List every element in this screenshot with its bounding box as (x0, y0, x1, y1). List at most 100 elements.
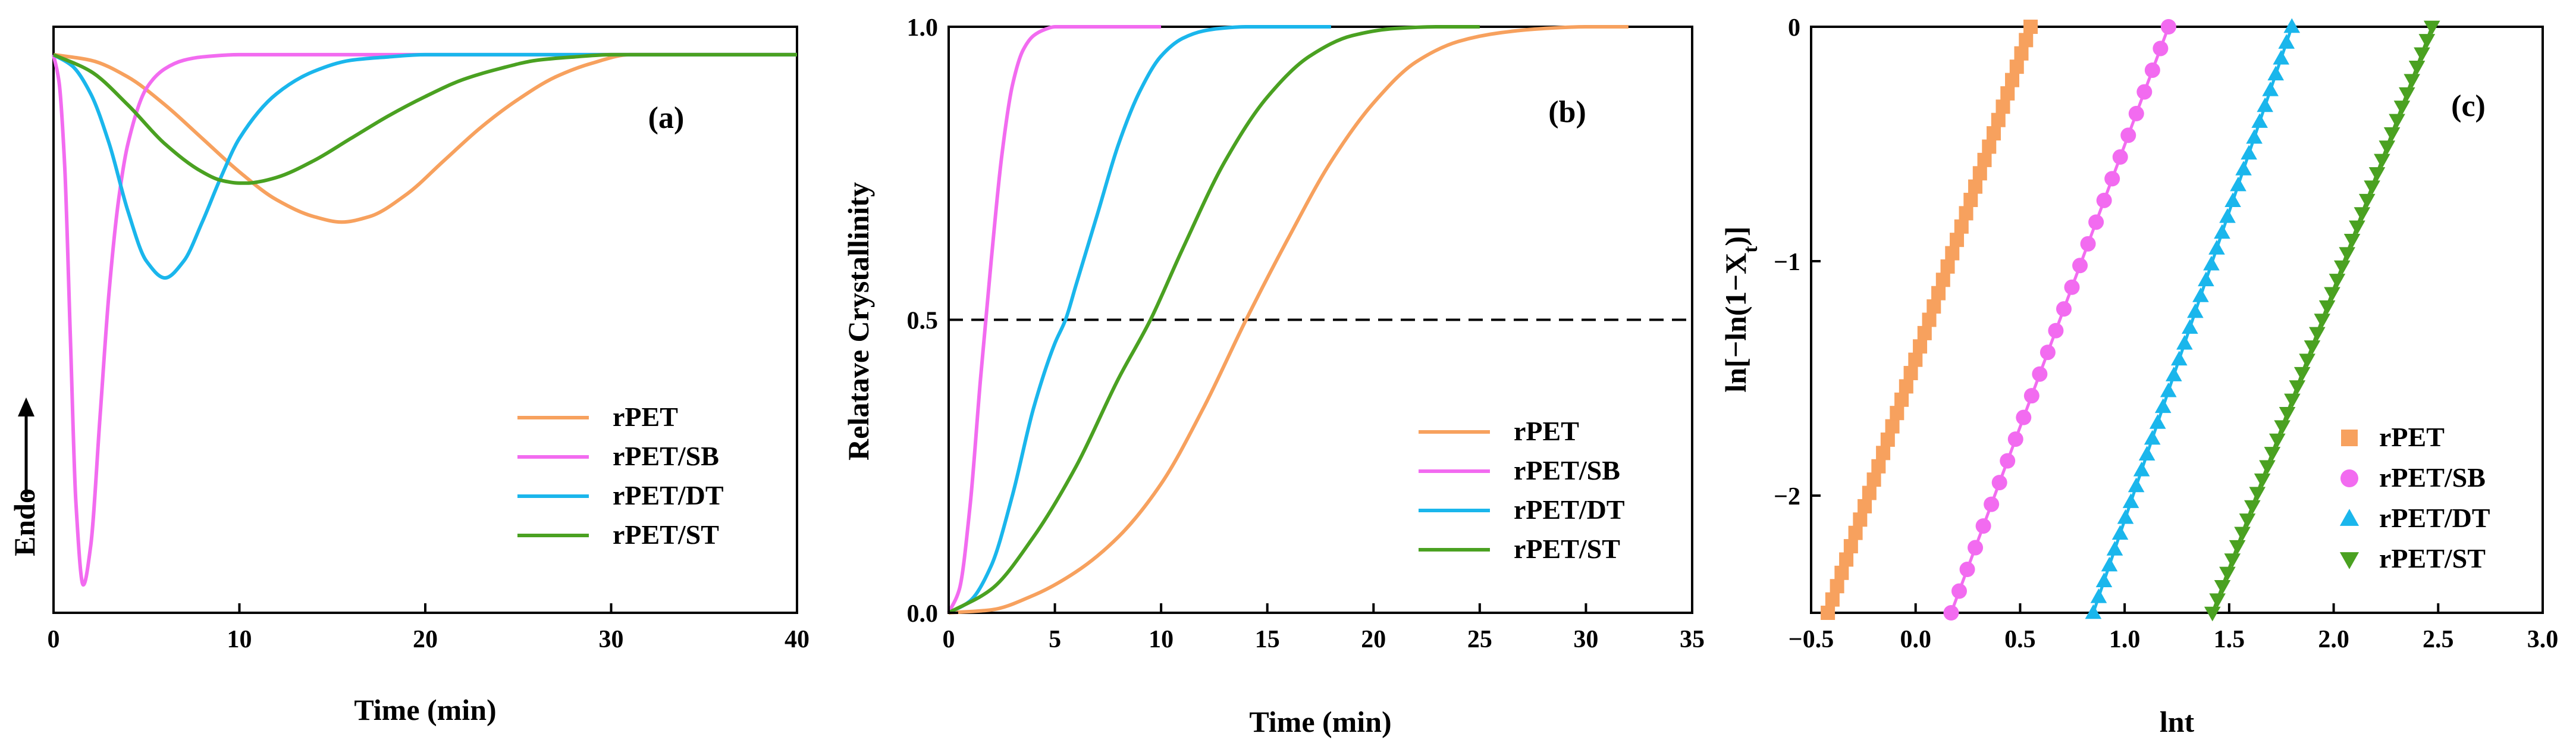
marker-rpet-st (2393, 101, 2411, 115)
marker-rpet (1899, 379, 1913, 394)
x-tick-label: 0.0 (1900, 626, 1931, 653)
marker-rpet-sb (2023, 388, 2040, 404)
marker-rpet (1959, 206, 1973, 221)
panel-c-plot-area (1821, 18, 2440, 622)
marker-rpet (1926, 299, 1941, 314)
marker-rpet (1862, 485, 1877, 500)
marker-rpet-st (2224, 553, 2241, 568)
y-tick-label: 0.0 (907, 600, 939, 628)
marker-rpet-dt (2085, 604, 2102, 619)
panel-c: −0.5 0.0 0.5 1.0 1.5 2.0 2.5 3.0 −2 −1 0 lnt ln[−… (1719, 14, 2558, 738)
marker-rpet-st (2423, 20, 2440, 36)
marker-rpet-st (2314, 314, 2331, 328)
marker-rpet (1922, 312, 1937, 327)
x-tick-label: 30 (599, 626, 624, 653)
marker-rpet-dt (2246, 129, 2263, 144)
x-tick-label: 0 (48, 626, 60, 653)
marker-rpet-dt (2257, 97, 2273, 112)
series-line-rpet (53, 52, 797, 224)
marker-rpet-st (2333, 260, 2351, 275)
marker-rpet (1821, 606, 1835, 620)
legend-label-rpet-st: rPET/ST (2379, 543, 2486, 574)
endo-arrow-icon (18, 397, 34, 416)
legend-marker-rpet (2341, 430, 2358, 446)
marker-rpet (1839, 552, 1854, 567)
marker-rpet (1931, 286, 1946, 300)
marker-rpet (1890, 406, 1904, 421)
marker-rpet-dt (2187, 303, 2204, 318)
marker-rpet (1945, 246, 1960, 261)
marker-rpet (2019, 33, 2034, 48)
marker-rpet (1880, 432, 1895, 447)
marker-rpet-dt (2198, 271, 2214, 287)
marker-rpet-st (2249, 487, 2266, 502)
marker-rpet (1885, 419, 1900, 434)
marker-rpet-st (2339, 247, 2355, 262)
marker-rpet-sb (2032, 366, 2048, 382)
marker-rpet-st (2418, 34, 2436, 49)
marker-rpet-dt (2208, 240, 2225, 255)
marker-rpet-sb (1959, 562, 1975, 578)
marker-rpet-st (2239, 513, 2256, 528)
marker-rpet-sb (2128, 105, 2144, 121)
x-tick-label: 40 (785, 626, 809, 653)
panel-a-letter: (a) (648, 101, 685, 135)
marker-rpet-st (2304, 340, 2321, 355)
marker-rpet-dt (2106, 541, 2123, 556)
marker-rpet-sb (2056, 301, 2072, 317)
marker-rpet-st (2364, 180, 2380, 196)
marker-rpet (1866, 472, 1881, 487)
panel-c-x-axis-title: lnt (2160, 705, 2195, 738)
marker-rpet-sb (1975, 518, 1991, 534)
marker-rpet-sb (2136, 84, 2153, 100)
marker-rpet-dt (2122, 493, 2139, 508)
marker-rpet-sb (1943, 605, 1959, 621)
x-tick-label: 15 (1255, 626, 1280, 653)
marker-rpet-sb (2144, 62, 2160, 78)
marker-rpet-dt (2111, 525, 2129, 540)
legend-label-rpet: rPET (613, 402, 678, 432)
marker-rpet-sb (2000, 453, 2016, 469)
panel-a-legend: rPET rPET/SB rPET/DT rPET/ST (517, 402, 724, 550)
marker-rpet (1963, 193, 1978, 208)
marker-rpet-sb (1951, 583, 1967, 599)
x-tick-label: 0 (943, 626, 955, 653)
marker-rpet-dt (2133, 462, 2150, 477)
legend-marker-rpet-dt (2339, 509, 2359, 526)
marker-rpet-dt (2170, 350, 2188, 366)
x-tick-label: 10 (1149, 626, 1174, 653)
panel-a-y-axis-title: Endo (8, 488, 41, 556)
marker-rpet-st (2354, 207, 2371, 222)
marker-rpet-st (2214, 580, 2231, 595)
marker-rpet-st (2289, 380, 2306, 395)
marker-rpet-st (2358, 193, 2376, 209)
marker-rpet-st (2279, 407, 2296, 422)
legend-label-rpet-sb: rPET/SB (1514, 455, 1620, 485)
marker-rpet (1935, 272, 1950, 287)
marker-rpet-st (2229, 540, 2246, 555)
series-line-rpet-dt (52, 52, 797, 280)
panel-c-x-ticks: −0.5 0.0 0.5 1.0 1.5 2.0 2.5 3.0 (1789, 603, 2558, 653)
legend-label-rpet-dt: rPET/DT (2379, 503, 2490, 533)
panel-c-legend: rPET rPET/SB rPET/DT rPET/ST (2339, 422, 2490, 574)
marker-rpet-st (2268, 433, 2286, 449)
legend-label-rpet: rPET (2379, 422, 2445, 452)
series-line-rpet-st (947, 24, 1480, 615)
panel-c-y-axis-title-subscript: t (1740, 246, 1762, 253)
y-tick-label: 1.0 (907, 14, 939, 42)
marker-rpet-st (2254, 473, 2271, 488)
legend-label-rpet-dt: rPET/DT (1514, 494, 1625, 525)
y-tick-label: −1 (1774, 249, 1800, 276)
y-tick-label: −2 (1774, 483, 1800, 510)
marker-rpet-st (2399, 87, 2415, 102)
fit-line-rpet-dt (2092, 26, 2293, 613)
panel-b-x-ticks: 0 5 10 15 20 25 30 35 (943, 603, 1705, 653)
marker-rpet (2014, 46, 2029, 61)
marker-rpet-st (2374, 153, 2390, 169)
marker-rpet-st (2293, 366, 2311, 382)
marker-rpet (1917, 325, 1932, 340)
marker-rpet (1834, 565, 1849, 580)
marker-rpet-st (2329, 274, 2346, 289)
marker-rpet-dt (2101, 556, 2118, 572)
